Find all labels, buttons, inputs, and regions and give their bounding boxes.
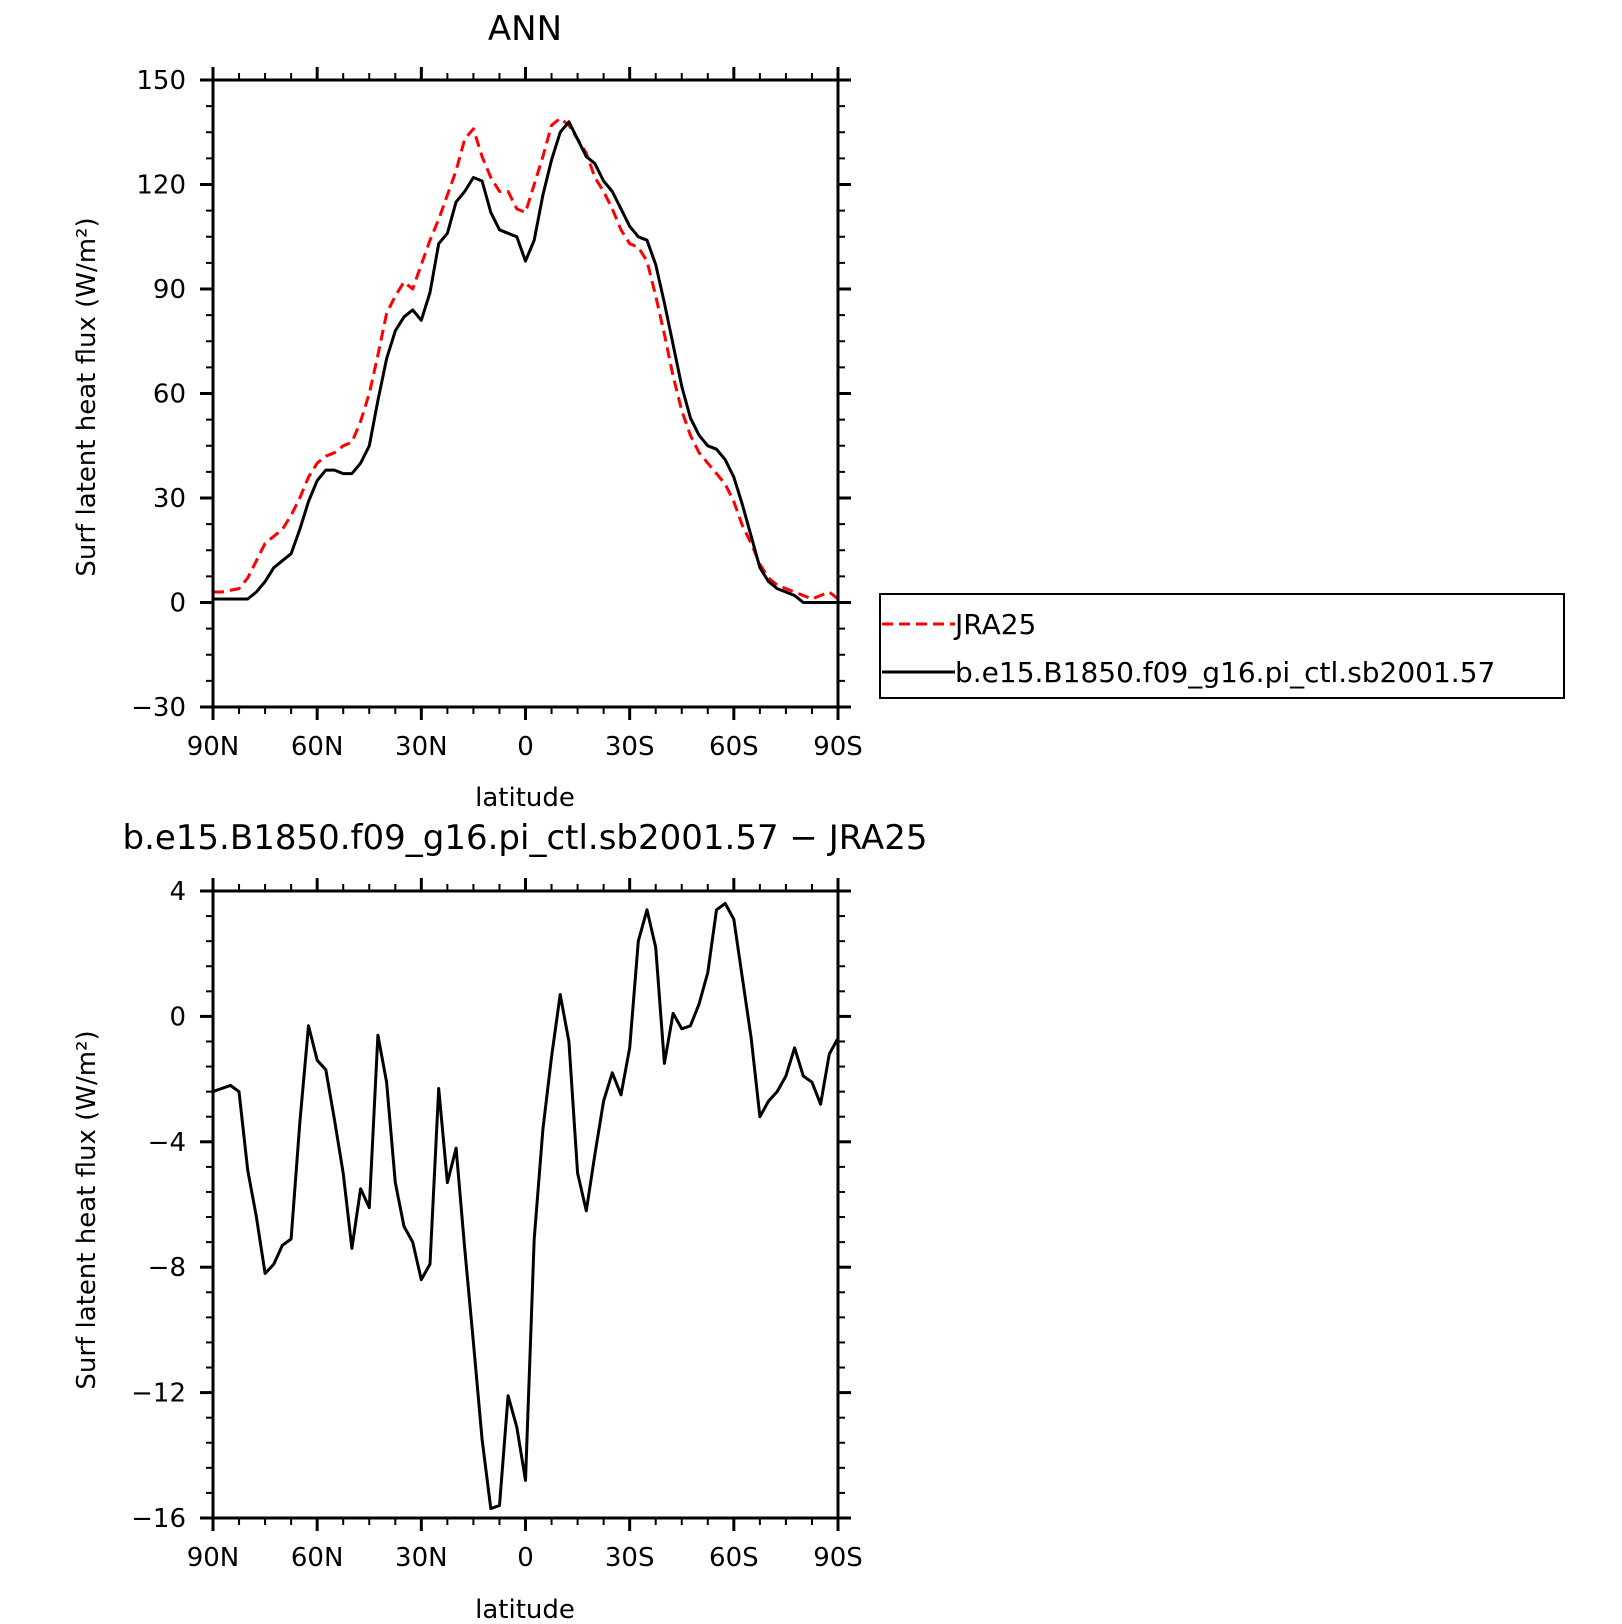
top-x-tick-label: 60N xyxy=(291,732,344,762)
bottom-x-axis-title: latitude xyxy=(475,1595,575,1624)
bottom-x-tick-label: 30N xyxy=(395,1543,448,1573)
bottom-x-tick-label: 90N xyxy=(187,1543,240,1573)
top-x-tick-label: 0 xyxy=(517,732,534,762)
top-x-tick-label: 30S xyxy=(605,732,655,762)
bottom-y-tick-label: −12 xyxy=(131,1379,186,1409)
top-series-line-1 xyxy=(213,120,838,604)
top-y-tick-label: 0 xyxy=(169,589,186,619)
top-x-tick-label: 90N xyxy=(187,732,240,762)
top-x-tick-label: 60S xyxy=(709,732,759,762)
bottom-x-tick-label: 60S xyxy=(709,1543,759,1573)
top-y-axis-title: Surf latent heat flux (W/m²) xyxy=(72,217,102,576)
bottom-y-tick-label: −16 xyxy=(131,1504,186,1534)
top-series-line-0 xyxy=(213,116,839,601)
legend-label-jra25: JRA25 xyxy=(953,608,1036,641)
bottom-y-tick-label: 4 xyxy=(169,877,186,907)
top-y-tick-label: −30 xyxy=(131,693,186,723)
top-y-tick-label: 150 xyxy=(136,66,186,96)
legend: JRA25 b.e15.B1850.f09_g16.pi_ctl.sb2001.… xyxy=(879,593,1565,699)
bottom-x-tick-label: 60N xyxy=(291,1543,344,1573)
legend-frame xyxy=(879,593,1565,699)
bottom-x-tick-label: 0 xyxy=(517,1543,534,1573)
bottom-x-tick-label: 90S xyxy=(813,1543,863,1573)
bottom-y-tick-label: −8 xyxy=(148,1253,186,1283)
bottom-series-line-0 xyxy=(212,902,840,1511)
top-panel-title: ANN xyxy=(488,9,562,49)
bottom-y-tick-label: −4 xyxy=(148,1128,186,1158)
top-x-axis-title: latitude xyxy=(475,783,575,813)
top-y-tick-label: 90 xyxy=(153,275,186,305)
bottom-x-tick-label: 30S xyxy=(605,1543,655,1573)
bottom-panel-title: b.e15.B1850.f09_g16.pi_ctl.sb2001.57 − J… xyxy=(122,818,927,858)
bottom-y-axis-title: Surf latent heat flux (W/m²) xyxy=(72,1030,102,1389)
bottom-panel: b.e15.B1850.f09_g16.pi_ctl.sb2001.57 − J… xyxy=(72,818,928,1624)
top-y-tick-label: 60 xyxy=(153,380,186,410)
top-y-tick-label: 30 xyxy=(153,484,186,514)
top-y-tick-label: 120 xyxy=(136,171,186,201)
bottom-y-tick-label: 0 xyxy=(169,1002,186,1032)
top-x-tick-label: 90S xyxy=(813,732,863,762)
legend-label-model: b.e15.B1850.f09_g16.pi_ctl.sb2001.57 xyxy=(955,656,1495,689)
top-x-tick-label: 30N xyxy=(395,732,448,762)
